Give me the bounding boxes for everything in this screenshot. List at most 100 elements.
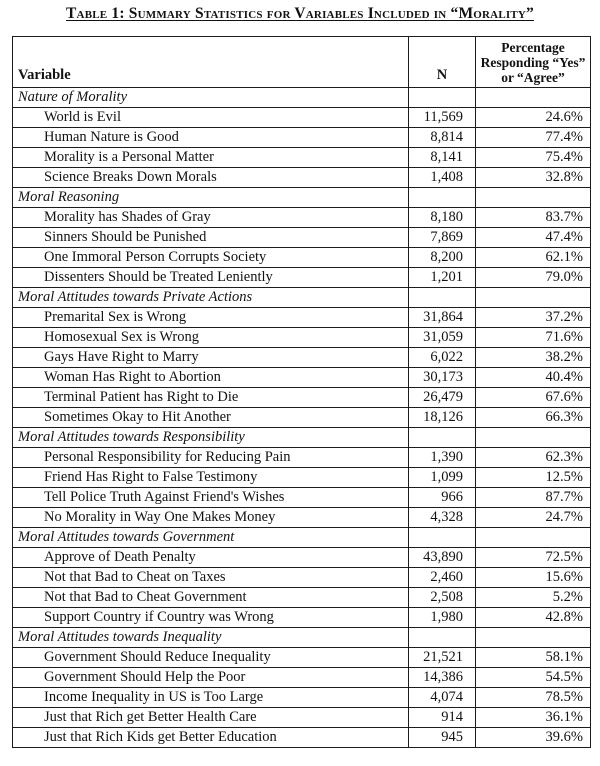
table-row: Terminal Patient has Right to Die 26,479 6… — [12, 387, 591, 408]
variable-cell: Not that Bad to Cheat on Taxes — [12, 567, 409, 588]
variable-cell: Human Nature is Good — [12, 127, 409, 148]
table-row: Friend Has Right to False Testimony 1,099… — [12, 467, 591, 488]
table-row: Just that Rich get Better Health Care 914… — [12, 707, 591, 728]
n-cell: 8,200 — [408, 247, 476, 268]
percentage-cell — [475, 287, 591, 308]
table-row: Morality is a Personal Matter 8,141 75.4% — [12, 147, 591, 168]
variable-cell: Homosexual Sex is Wrong — [12, 327, 409, 348]
column-header-n: N — [408, 36, 476, 88]
n-cell: 26,479 — [408, 387, 476, 408]
table-row: Tell Police Truth Against Friend's Wishe… — [12, 487, 591, 508]
table-row: Human Nature is Good 8,814 77.4% — [12, 127, 591, 148]
percentage-cell: 66.3% — [475, 407, 591, 428]
percentage-cell: 72.5% — [475, 547, 591, 568]
table-header: Variable N Percentage Responding “Yes” o… — [12, 36, 591, 88]
percentage-cell — [475, 187, 591, 208]
variable-cell: Premarital Sex is Wrong — [12, 307, 409, 328]
percentage-cell: 47.4% — [475, 227, 591, 248]
section-header-row: Moral Attitudes towards Responsibility — [12, 427, 591, 448]
table-row: Homosexual Sex is Wrong 31,059 71.6% — [12, 327, 591, 348]
table-row: Premarital Sex is Wrong 31,864 37.2% — [12, 307, 591, 328]
summary-table: Variable N Percentage Responding “Yes” o… — [12, 36, 591, 748]
percentage-cell: 67.6% — [475, 387, 591, 408]
variable-cell: Approve of Death Penalty — [12, 547, 409, 568]
percentage-cell: 24.7% — [475, 507, 591, 528]
n-cell: 914 — [408, 707, 476, 728]
n-cell: 4,074 — [408, 687, 476, 708]
variable-cell: Dissenters Should be Treated Leniently — [12, 267, 409, 288]
percentage-cell: 54.5% — [475, 667, 591, 688]
n-cell: 4,328 — [408, 507, 476, 528]
variable-cell: Sinners Should be Punished — [12, 227, 409, 248]
percentage-cell — [475, 627, 591, 648]
percentage-cell: 62.1% — [475, 247, 591, 268]
variable-cell: Not that Bad to Cheat Government — [12, 587, 409, 608]
column-header-variable: Variable — [12, 36, 409, 88]
table-row: Just that Rich Kids get Better Education… — [12, 727, 591, 748]
table-row: Sinners Should be Punished 7,869 47.4% — [12, 227, 591, 248]
section-header-row: Nature of Morality — [12, 87, 591, 108]
percentage-cell: 15.6% — [475, 567, 591, 588]
table-row: Income Inequality in US is Too Large 4,07… — [12, 687, 591, 708]
table-row: Gays Have Right to Marry 6,022 38.2% — [12, 347, 591, 368]
variable-cell: Gays Have Right to Marry — [12, 347, 409, 368]
variable-cell: Just that Rich get Better Health Care — [12, 707, 409, 728]
variable-cell: Friend Has Right to False Testimony — [12, 467, 409, 488]
section-label: Moral Attitudes towards Private Actions — [12, 287, 409, 308]
n-cell: 43,890 — [408, 547, 476, 568]
percentage-cell: 32.8% — [475, 167, 591, 188]
percentage-cell: 62.3% — [475, 447, 591, 468]
column-header-percentage: Percentage Responding “Yes” or “Agree” — [475, 36, 591, 88]
percentage-cell: 75.4% — [475, 147, 591, 168]
n-cell: 18,126 — [408, 407, 476, 428]
header-row: Variable N Percentage Responding “Yes” o… — [12, 36, 591, 88]
n-cell — [408, 87, 476, 108]
percentage-cell: 77.4% — [475, 127, 591, 148]
percentage-cell — [475, 87, 591, 108]
percentage-cell — [475, 527, 591, 548]
percentage-cell — [475, 427, 591, 448]
variable-cell: Woman Has Right to Abortion — [12, 367, 409, 388]
section-label: Nature of Morality — [12, 87, 409, 108]
table-row: World is Evil 11,569 24.6% — [12, 107, 591, 128]
variable-cell: Government Should Reduce Inequality — [12, 647, 409, 668]
table-row: Personal Responsibility for Reducing Pai… — [12, 447, 591, 468]
section-header-row: Moral Attitudes towards Inequality — [12, 627, 591, 648]
percentage-cell: 39.6% — [475, 727, 591, 748]
n-cell: 11,569 — [408, 107, 476, 128]
variable-cell: Terminal Patient has Right to Die — [12, 387, 409, 408]
percentage-cell: 36.1% — [475, 707, 591, 728]
percentage-cell: 37.2% — [475, 307, 591, 328]
n-cell: 31,864 — [408, 307, 476, 328]
variable-cell: Just that Rich Kids get Better Education — [12, 727, 409, 748]
n-cell: 2,508 — [408, 587, 476, 608]
n-cell: 8,141 — [408, 147, 476, 168]
n-cell: 1,099 — [408, 467, 476, 488]
n-cell: 1,980 — [408, 607, 476, 628]
variable-cell: Tell Police Truth Against Friend's Wishe… — [12, 487, 409, 508]
n-cell: 21,521 — [408, 647, 476, 668]
percentage-cell: 71.6% — [475, 327, 591, 348]
n-cell: 7,869 — [408, 227, 476, 248]
variable-cell: No Morality in Way One Makes Money — [12, 507, 409, 528]
n-cell — [408, 187, 476, 208]
section-label: Moral Attitudes towards Responsibility — [12, 427, 409, 448]
variable-cell: Income Inequality in US is Too Large — [12, 687, 409, 708]
table-row: Not that Bad to Cheat on Taxes 2,460 15.6% — [12, 567, 591, 588]
percentage-cell: 38.2% — [475, 347, 591, 368]
n-cell: 966 — [408, 487, 476, 508]
variable-cell: Personal Responsibility for Reducing Pai… — [12, 447, 409, 468]
table-row: Dissenters Should be Treated Leniently 1,… — [12, 267, 591, 288]
section-header-row: Moral Reasoning — [12, 187, 591, 208]
table-row: Morality has Shades of Gray 8,180 83.7% — [12, 207, 591, 228]
section-label: Moral Attitudes towards Government — [12, 527, 409, 548]
table-row: Woman Has Right to Abortion 30,173 40.4% — [12, 367, 591, 388]
n-cell — [408, 427, 476, 448]
variable-cell: Morality has Shades of Gray — [12, 207, 409, 228]
percentage-cell: 78.5% — [475, 687, 591, 708]
table-row: Government Should Reduce Inequality 21,52… — [12, 647, 591, 668]
n-cell: 2,460 — [408, 567, 476, 588]
n-cell — [408, 287, 476, 308]
percentage-cell: 58.1% — [475, 647, 591, 668]
n-cell: 8,180 — [408, 207, 476, 228]
